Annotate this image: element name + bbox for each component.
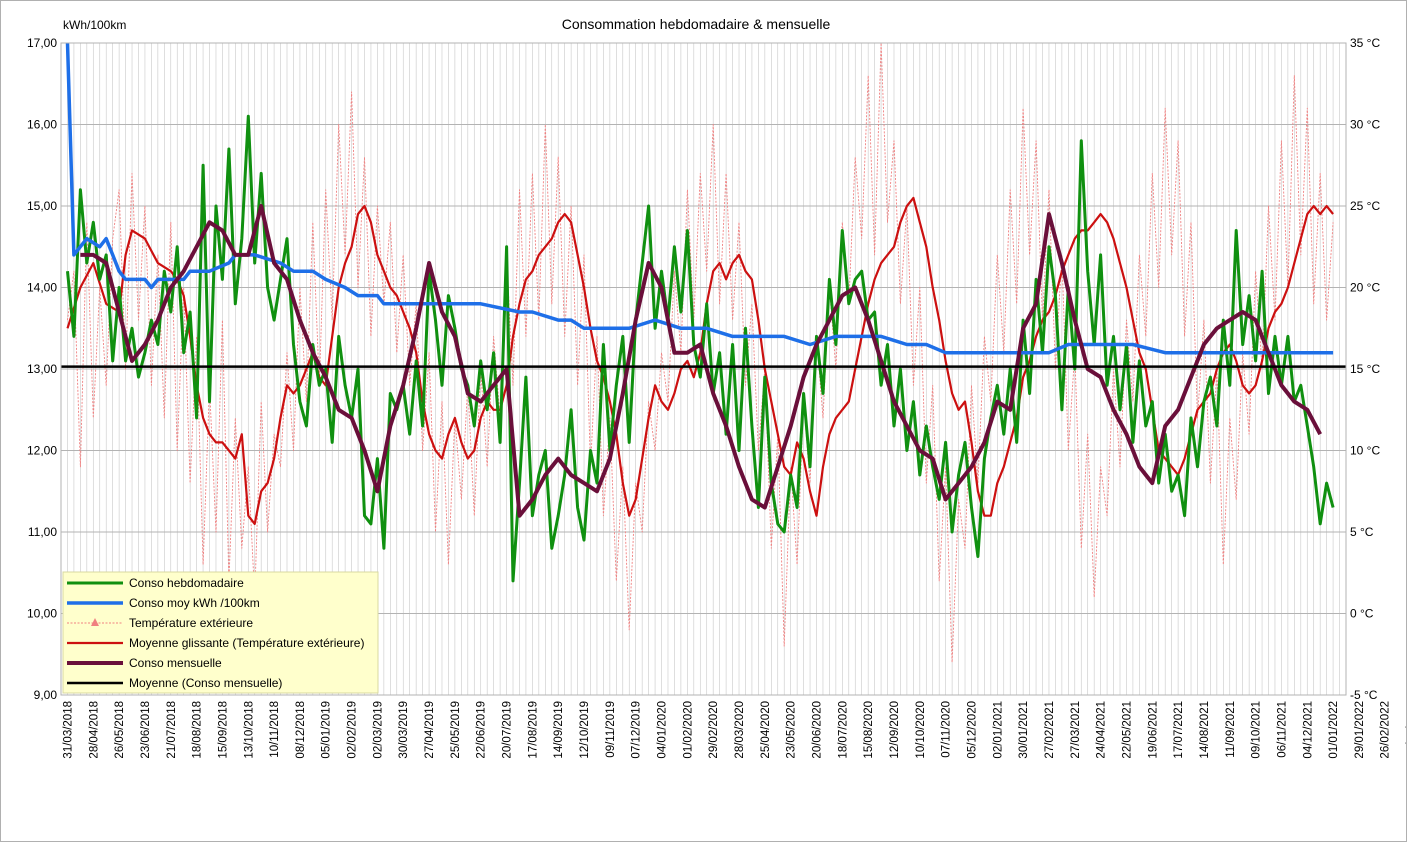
x-tick-label: 21/07/2018 — [166, 701, 178, 759]
x-tick-label: 18/07/2020 — [837, 701, 849, 759]
legend-label: Moyenne (Conso mensuelle) — [129, 676, 282, 690]
x-tick-label: 27/03/2021 — [1070, 701, 1082, 759]
x-tick-label: 04/01/2020 — [657, 701, 669, 759]
x-tick-label: 27/04/2019 — [424, 701, 436, 759]
y2-ticks-layer: -5 °C 0 °C 5 °C 10 °C 15 °C 20 °C 25 °C 30 °C 35… — [1350, 36, 1380, 702]
x-tick-label: 20/07/2019 — [502, 701, 514, 759]
x-tick-label: 12/09/2020 — [889, 701, 901, 759]
x-tick-label: 15/08/2020 — [863, 701, 875, 759]
y-tick-label: 11,00 — [28, 525, 57, 539]
legend-label: Conso hebdomadaire — [129, 576, 244, 590]
y-ticks-layer: 9,00 10,00 11,00 12,00 13,00 14,00 15,00 16,00 1… — [27, 36, 57, 702]
x-tick-label: 30/03/2019 — [398, 701, 410, 759]
x-tick-label: 05/01/2019 — [321, 701, 333, 759]
x-tick-label: 12/10/2019 — [579, 701, 591, 759]
x-tick-label: 24/04/2021 — [1096, 701, 1108, 759]
x-tick-label: 08/12/2018 — [295, 701, 307, 759]
x-tick-label: 11/09/2021 — [1225, 701, 1237, 758]
x-tick-label: 10/11/2018 — [269, 701, 281, 758]
x-tick-label: 29/02/2020 — [708, 701, 720, 759]
x-tick-label: 28/04/2018 — [88, 701, 100, 759]
x-tick-label: 13/10/2018 — [243, 701, 255, 759]
y2-tick-label: 15 °C — [1350, 362, 1380, 376]
y-tick-label: 13,00 — [27, 362, 57, 376]
series-layer — [61, 42, 1346, 663]
y-axis-label: kWh/100km — [63, 18, 126, 32]
x-tick-label: 28/03/2020 — [734, 701, 746, 759]
x-tick-label: 18/08/2018 — [192, 701, 204, 759]
y-tick-label: 15,00 — [27, 199, 57, 213]
series-line-2 — [67, 42, 1334, 663]
legend-label: Conso mensuelle — [129, 656, 222, 670]
chart-title: Consommation hebdomadaire & mensuelle — [562, 16, 831, 32]
y2-tick-label: 5 °C — [1350, 525, 1374, 539]
x-tick-label: 02/01/2021 — [992, 701, 1004, 759]
x-tick-label: 20/06/2020 — [812, 701, 824, 759]
series-line-4 — [80, 204, 1322, 518]
x-tick-label: 01/01/2022 — [1328, 701, 1340, 759]
y2-tick-label: 35 °C — [1350, 36, 1380, 50]
x-tick-label: 07/12/2019 — [631, 701, 643, 759]
x-tick-label: 04/12/2021 — [1302, 701, 1314, 759]
x-tick-label: 22/05/2021 — [1121, 701, 1133, 759]
x-tick-label: 09/11/2019 — [605, 701, 617, 758]
y-tick-label: 9,00 — [34, 688, 58, 702]
legend: Conso hebdomadaire Conso moy kWh /100km Te… — [62, 571, 379, 694]
series-line-1 — [65, 42, 1334, 355]
y-tick-label: 14,00 — [27, 281, 57, 295]
y-tick-label: 12,00 — [27, 444, 57, 458]
x-tick-label: 15/09/2018 — [217, 701, 229, 759]
x-tick-label: 25/05/2019 — [450, 701, 462, 759]
x-tick-label: 05/12/2020 — [966, 701, 978, 759]
y2-tick-label: 20 °C — [1350, 281, 1380, 295]
x-tick-label: 23/05/2020 — [786, 701, 798, 759]
y2-tick-label: -5 °C — [1350, 688, 1378, 702]
x-tick-label: 14/08/2021 — [1199, 701, 1211, 759]
legend-marker-triangle — [91, 618, 99, 626]
x-tick-label: 06/11/2021 — [1276, 701, 1288, 758]
x-tick-label: 02/03/2019 — [372, 701, 384, 759]
x-tick-label: 01/02/2020 — [682, 701, 694, 759]
x-tick-label: 27/02/2021 — [1044, 701, 1056, 759]
plot-border — [60, 42, 1347, 696]
x-tick-label: 10/10/2020 — [915, 701, 927, 759]
x-tick-label: 14/09/2019 — [553, 701, 565, 759]
x-tick-label: 17/08/2019 — [527, 701, 539, 759]
series-line-0 — [66, 114, 1335, 583]
legend-box — [62, 571, 379, 694]
x-tick-label: 30/01/2021 — [1018, 701, 1030, 759]
legend-label: Température extérieure — [129, 616, 253, 630]
y2-tick-label: 25 °C — [1350, 199, 1380, 213]
legend-label: Moyenne glissante (Température extérieur… — [129, 636, 364, 650]
x-tick-label: 22/06/2019 — [476, 701, 488, 759]
x-tick-label: 26/02/2022 — [1380, 701, 1392, 759]
y2-tick-label: 30 °C — [1350, 118, 1380, 132]
x-tick-label: 31/03/2018 — [62, 701, 74, 759]
x-tick-label: 17/07/2021 — [1173, 701, 1185, 759]
x-tick-label: 25/04/2020 — [760, 701, 772, 759]
x-tick-label: 07/11/2020 — [941, 701, 953, 758]
y-tick-label: 16,00 — [27, 118, 57, 132]
y-tick-label: 10,00 — [27, 607, 57, 621]
x-tick-label: 26/05/2018 — [114, 701, 126, 759]
y2-tick-label: 0 °C — [1350, 607, 1374, 621]
x-ticks-layer: 31/03/2018 28/04/2018 26/05/2018 23/06/2018… — [62, 701, 1406, 759]
legend-label: Conso moy kWh /100km — [129, 596, 260, 610]
y-tick-label: 17,00 — [27, 36, 57, 50]
x-tick-label: 09/10/2021 — [1251, 701, 1263, 759]
x-tick-label: 02/02/2019 — [347, 701, 359, 759]
x-tick-label: 29/01/2022 — [1354, 701, 1366, 759]
y2-tick-label: 10 °C — [1350, 444, 1380, 458]
x-tick-label: 23/06/2018 — [140, 701, 152, 759]
x-tick-label: 19/06/2021 — [1147, 701, 1159, 759]
